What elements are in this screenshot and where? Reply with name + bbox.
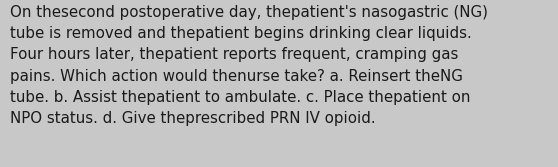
Text: On thesecond postoperative day, thepatient's nasogastric (NG)
tube is removed an: On thesecond postoperative day, thepatie… <box>10 5 488 126</box>
